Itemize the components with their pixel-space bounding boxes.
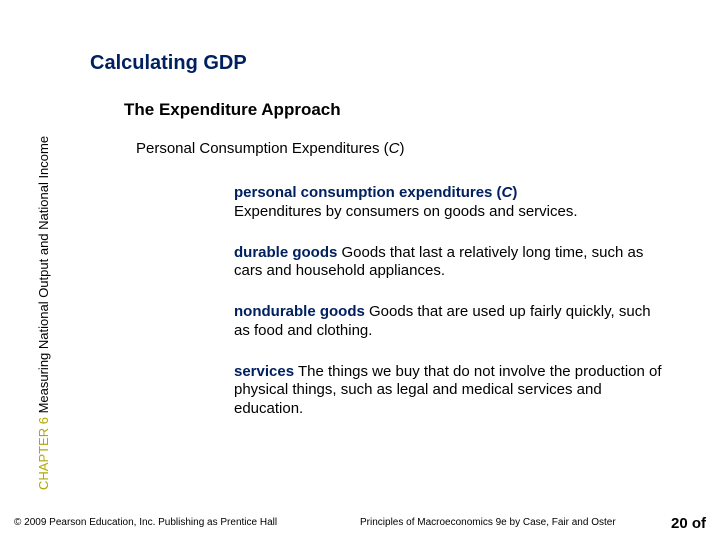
page-number: 20 of — [671, 515, 706, 532]
chapter-number: CHAPTER 6 — [36, 417, 51, 490]
term-ital: C — [502, 184, 513, 201]
subtitle2-ital: C — [389, 140, 400, 157]
term-text: services — [234, 363, 294, 380]
definition-body: Expenditures by consumers on goods and s… — [234, 203, 578, 220]
definitions-block: personal consumption expenditures (C) Ex… — [234, 184, 664, 441]
definition-item: personal consumption expenditures (C) Ex… — [234, 184, 664, 222]
term: personal consumption expenditures (C) — [234, 184, 517, 201]
subtitle2-prefix: Personal Consumption Expenditures ( — [136, 140, 389, 157]
term-text: personal consumption expenditures ( — [234, 184, 502, 201]
subtitle2-suffix: ) — [399, 140, 404, 157]
slide-title: Calculating GDP — [90, 52, 247, 75]
footer-book-title: Principles of Macroeconomics 9e by Case,… — [360, 517, 616, 528]
footer-copyright: © 2009 Pearson Education, Inc. Publishin… — [14, 517, 277, 528]
definition-body: The things we buy that do not involve th… — [234, 363, 662, 418]
slide: Calculating GDP The Expenditure Approach… — [0, 0, 720, 540]
slide-subtitle-1: The Expenditure Approach — [124, 100, 341, 120]
term: durable goods — [234, 244, 337, 261]
term-text: nondurable goods — [234, 303, 365, 320]
definition-item: durable goods Goods that last a relative… — [234, 244, 664, 282]
chapter-title: Measuring National Output and National I… — [36, 136, 51, 417]
definition-item: nondurable goods Goods that are used up … — [234, 303, 664, 341]
term: nondurable goods — [234, 303, 365, 320]
term-text: durable goods — [234, 244, 337, 261]
page-of: of — [688, 515, 706, 532]
definition-item: services The things we buy that do not i… — [234, 363, 664, 419]
vertical-chapter-label: CHAPTER 6 Measuring National Output and … — [36, 136, 51, 490]
slide-subtitle-2: Personal Consumption Expenditures (C) — [136, 140, 404, 157]
page-current: 20 — [671, 515, 688, 532]
term-suffix: ) — [512, 184, 517, 201]
term: services — [234, 363, 294, 380]
